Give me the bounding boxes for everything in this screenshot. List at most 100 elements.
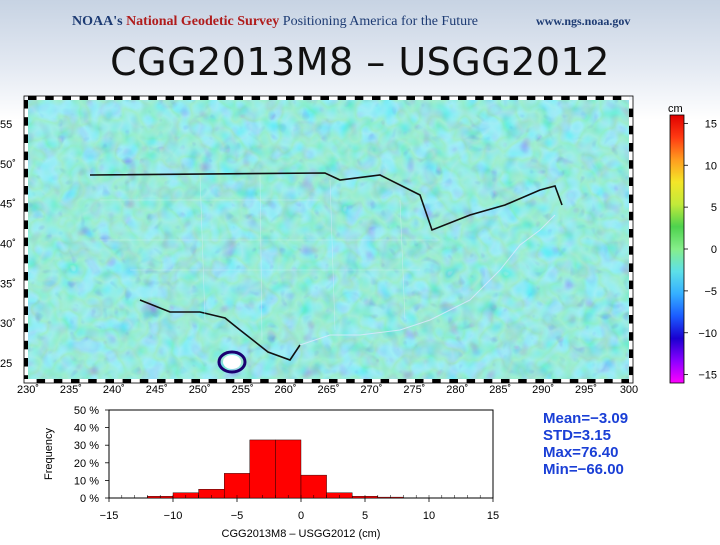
map-border-segment bbox=[526, 379, 536, 383]
map-border-segment bbox=[354, 379, 364, 383]
map-border-segment bbox=[587, 379, 596, 383]
map-border-segment bbox=[311, 379, 321, 383]
map-border-segment bbox=[277, 379, 286, 383]
map-border-segment bbox=[492, 96, 501, 100]
map-border-segment bbox=[148, 96, 157, 100]
map-border-segment bbox=[28, 96, 37, 100]
map-border-segment bbox=[96, 379, 106, 383]
map-border-segment bbox=[329, 379, 338, 383]
map-border-segment bbox=[24, 297, 28, 307]
map-border-segment bbox=[79, 379, 89, 383]
map-border-segment bbox=[363, 96, 372, 100]
histogram-y-label: Frequency bbox=[43, 428, 55, 480]
ngs-logo: NOAA's National Geodetic Survey Position… bbox=[72, 14, 478, 30]
map-border-segment bbox=[595, 379, 605, 383]
histogram: −15 −10 −5 0 5 10 15 0 % 10 % 20 % 30 % 40 % 50 % C… bbox=[0, 400, 720, 540]
map-border-segment bbox=[208, 96, 218, 100]
histogram-bar bbox=[223, 473, 250, 499]
map-border-segment bbox=[148, 379, 157, 383]
map-border-segment bbox=[243, 96, 252, 100]
map-border-segment bbox=[24, 160, 28, 169]
map-border-segment bbox=[251, 96, 261, 100]
map-border-segment bbox=[629, 280, 633, 290]
map-border-segment bbox=[24, 186, 28, 195]
map-border-segment bbox=[71, 379, 80, 383]
histogram-bar bbox=[275, 439, 302, 499]
map-border-segment bbox=[509, 96, 519, 100]
map-border-segment bbox=[629, 289, 633, 298]
map-border-segment bbox=[182, 96, 192, 100]
map-lon-tick: 270˚ bbox=[360, 384, 382, 396]
histogram-y-ticks: 0 % 10 % 20 % 30 % 40 % 50 % bbox=[74, 405, 109, 505]
map-border-segment bbox=[191, 96, 200, 100]
map-border-segment bbox=[346, 96, 355, 100]
map-border-segment bbox=[251, 379, 261, 383]
map-field-detail bbox=[28, 100, 629, 379]
map-border-segment bbox=[629, 211, 633, 221]
map-lon-tick: 280˚ bbox=[446, 384, 468, 396]
map-border-segment bbox=[492, 379, 501, 383]
map-border-segment bbox=[535, 379, 544, 383]
map-border-segment bbox=[552, 379, 562, 383]
map-lon-tick: 260˚ bbox=[275, 384, 297, 396]
map-border-segment bbox=[131, 379, 140, 383]
histogram-x-tick-label: −5 bbox=[231, 510, 244, 522]
map-border-segment bbox=[544, 96, 553, 100]
map-border-segment bbox=[36, 379, 46, 383]
logo-ngs: National Geodetic Survey bbox=[126, 14, 280, 29]
map-border-segment bbox=[24, 358, 28, 367]
map-border-segment bbox=[24, 177, 28, 186]
ngs-header: NOAA's National Geodetic Survey Position… bbox=[0, 10, 720, 32]
map-border-segment bbox=[24, 134, 28, 143]
map-border-segment bbox=[96, 96, 106, 100]
histogram-y-tick-label: 50 % bbox=[74, 405, 99, 417]
map-border-segment bbox=[24, 272, 28, 281]
map-border-segment bbox=[234, 96, 243, 100]
map-border-segment bbox=[24, 246, 28, 255]
map-border-segment bbox=[629, 332, 633, 341]
map-border-segment bbox=[449, 379, 458, 383]
map-lon-tick: 295˚ bbox=[575, 384, 597, 396]
map-border-segment bbox=[24, 375, 28, 379]
map-lat-tick: 35˚ bbox=[0, 278, 16, 290]
map-lat-tick: 25 bbox=[0, 358, 12, 370]
map-border-segment bbox=[621, 379, 629, 383]
map-border-segment bbox=[24, 194, 28, 204]
map-border-segment bbox=[174, 96, 183, 100]
colorbar-ticks: 15 10 5 0 −5 −10 −15 bbox=[684, 118, 717, 382]
map-border-segment bbox=[629, 297, 633, 307]
map-border-segment bbox=[234, 379, 243, 383]
map-border-segment bbox=[501, 379, 510, 383]
map-border-segment bbox=[24, 125, 28, 135]
map-border-segment bbox=[303, 379, 312, 383]
map-border-segment bbox=[24, 340, 28, 350]
map-border-segment bbox=[415, 379, 424, 383]
map-border-segment bbox=[105, 379, 114, 383]
map-border-segment bbox=[165, 96, 175, 100]
map-border-segment bbox=[311, 96, 321, 100]
map-border-segment bbox=[518, 96, 527, 100]
map-border-segment bbox=[24, 143, 28, 152]
map-border-segment bbox=[24, 323, 28, 333]
statistics-panel: Mean=−3.09 STD=3.15 Max=76.40 Min=−66.00 bbox=[543, 410, 663, 482]
map-border-segment bbox=[24, 237, 28, 247]
map-border-segment bbox=[604, 379, 613, 383]
map-border-segment bbox=[303, 96, 312, 100]
map-border-segment bbox=[406, 379, 415, 383]
map-lat-tick-labels: 55 50˚ 45˚ 40˚ 35˚ 30˚ 25 bbox=[0, 119, 16, 370]
logo-org: NOAA's bbox=[72, 14, 123, 29]
map-border-segment bbox=[380, 379, 390, 383]
map-border-segment bbox=[294, 379, 304, 383]
map-lon-tick: 275˚ bbox=[403, 384, 425, 396]
map-border-segment bbox=[372, 96, 381, 100]
map-border-segment bbox=[587, 96, 596, 100]
map-border-segment bbox=[629, 203, 633, 212]
map-lon-tick: 250˚ bbox=[189, 384, 211, 396]
map-border-segment bbox=[217, 379, 226, 383]
map-border-segment bbox=[62, 379, 71, 383]
map-border-segment bbox=[286, 96, 295, 100]
map-lon-tick: 285˚ bbox=[489, 384, 511, 396]
map-border-segment bbox=[329, 96, 338, 100]
map-border-segment bbox=[569, 379, 579, 383]
map-border-segment bbox=[45, 379, 54, 383]
